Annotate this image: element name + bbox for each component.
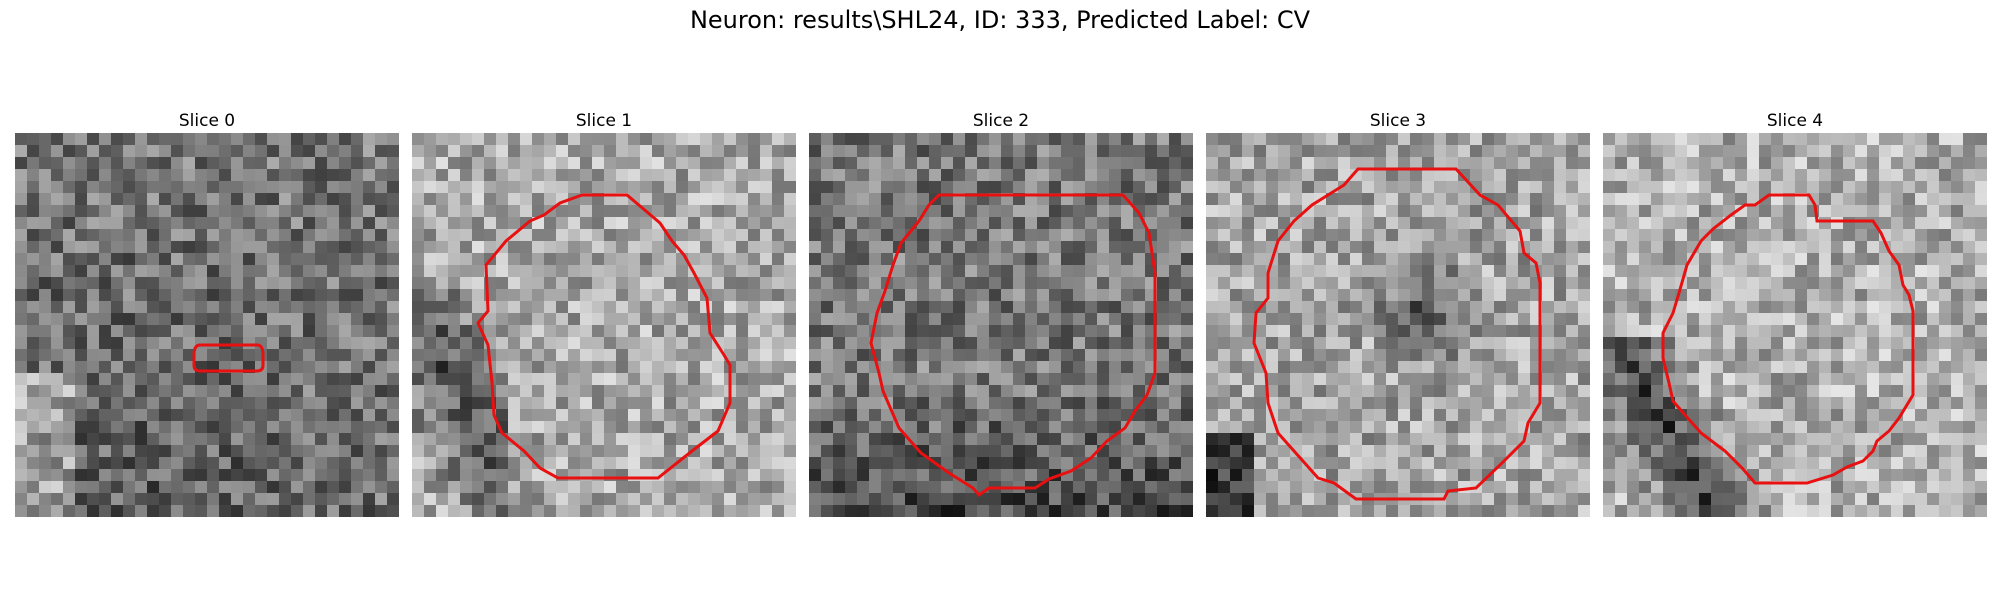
pixel-grid [809,133,1193,517]
slice-panel-1: Slice 1 [412,109,796,517]
slice-image [15,133,399,517]
slice-panel-4: Slice 4 [1603,109,1987,517]
slice-panel-0: Slice 0 [15,109,399,517]
pixel-grid [1206,133,1590,517]
roi-contour [1661,193,1915,485]
slice-title: Slice 4 [1766,111,1824,131]
slice-title: Slice 1 [575,111,633,131]
slice-image [1206,133,1590,517]
pixel-grid [1603,133,1987,517]
slice-panel-2: Slice 2 [809,109,1193,517]
pixel-grid [412,133,796,517]
slice-image [412,133,796,517]
roi-contour [1252,167,1542,501]
roi-contour [476,193,732,480]
pixel-grid [15,133,399,517]
slice-title: Slice 3 [1369,111,1427,131]
figure-title: Neuron: results\SHL24, ID: 333, Predicte… [689,6,1311,34]
roi-contour [869,193,1157,498]
slice-title: Slice 0 [178,111,236,131]
slice-title: Slice 2 [972,111,1030,131]
slice-panel-3: Slice 3 [1206,109,1590,517]
slice-image [809,133,1193,517]
roi-contour [192,343,265,373]
slice-image [1603,133,1987,517]
